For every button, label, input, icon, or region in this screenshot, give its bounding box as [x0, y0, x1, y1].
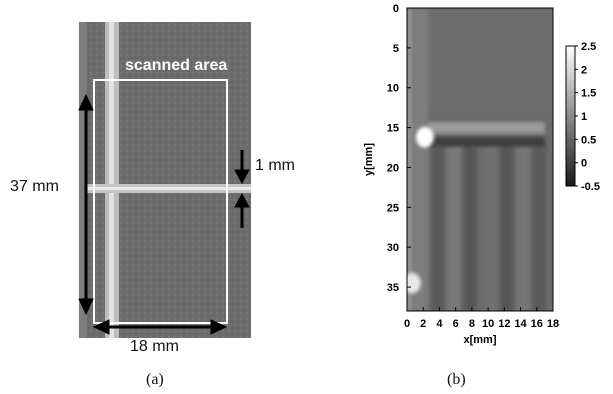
scanned-area-label: scanned area: [125, 57, 228, 74]
width-dimension-arrow: [92, 319, 228, 335]
heatmap-vertical-band: [410, 8, 429, 311]
colorbar-tick-label-0: 2.5: [581, 41, 596, 53]
colorbar-tick-label-4: 0.5: [581, 134, 596, 146]
heatmap-stripe-5: [516, 143, 530, 311]
x-tick-label-9: 18: [547, 318, 559, 330]
colorbar-tick-label-2: 1.5: [581, 88, 596, 100]
x-tick-label-2: 4: [436, 318, 443, 330]
heatmap-chart: 0 2 4 6 8 10 12 14 16 1805101520253035x[mm]y[mm]2…: [363, 3, 600, 346]
x-tick-label-4: 8: [469, 318, 475, 330]
scanned-area-frame: [93, 79, 228, 324]
sample-photo: [78, 22, 251, 338]
gap-dimension-arrows: [234, 150, 250, 228]
heatmap-hot-spot-3: [407, 272, 421, 294]
colorbar-tick-label-3: 1: [581, 111, 587, 123]
heatmap-stripe-4: [500, 143, 514, 311]
heatmap-horizontal-band: [423, 122, 545, 134]
x-tick-label-5: 10: [482, 318, 494, 330]
x-tick-label-6: 12: [498, 318, 510, 330]
heatmap-stripe-1: [447, 143, 461, 311]
height-dimension-arrow: [78, 93, 94, 316]
heatmap-upper-region: [423, 8, 553, 112]
caption-b: (b): [447, 371, 466, 388]
y-tick-label-5: 25: [387, 202, 399, 214]
colorbar: [565, 45, 576, 187]
x-tick-label-3: 6: [453, 318, 459, 330]
x-tick-label-1: 2: [420, 318, 426, 330]
y-tick-label-7: 35: [387, 282, 399, 294]
x-tick-label-8: 16: [531, 318, 543, 330]
y-tick-label-4: 20: [387, 162, 399, 174]
heatmap-hot-spot-2: [415, 126, 434, 148]
y-tick-label-6: 30: [387, 242, 399, 254]
caption-a: (a): [146, 371, 164, 388]
heatmap-stripe-3: [484, 143, 498, 311]
height-dimension-label: 37 mm: [10, 178, 59, 195]
y-tick-label-0: 0: [393, 3, 399, 15]
plot-frame: [406, 7, 554, 312]
heatmap-band-shadow: [423, 137, 545, 147]
width-dimension-label: 18 mm: [130, 338, 179, 355]
y-axis-label: y[mm]: [363, 143, 375, 176]
heatmap-stripe-6: [532, 143, 546, 311]
x-axis-label: x[mm]: [463, 334, 496, 346]
heatmap-left-edge: [407, 8, 412, 311]
heatmap-stripe-2: [463, 143, 477, 311]
heatmap-stripe-0: [431, 143, 445, 311]
y-tick-label-1: 5: [393, 43, 399, 55]
y-tick-label-2: 10: [387, 83, 399, 95]
colorbar-tick-label-1: 2: [581, 64, 587, 76]
colorbar-tick-label-5: 0: [581, 158, 587, 170]
x-tick-label-0: 0: [404, 318, 410, 330]
panel-b: 0 2 4 6 8 10 12 14 16 18 0 5 10 15 20 25 30 35 x[mm] y[mm] 2…: [300, 0, 613, 394]
panel-a: scanned area 37 mm 1 mm 18 mm (a): [0, 0, 300, 394]
heatmap-field: [407, 8, 553, 311]
x-tick-label-7: 14: [514, 318, 527, 330]
colorbar-tick-label-6: -0.5: [581, 181, 600, 193]
y-tick-label-3: 15: [387, 123, 399, 135]
gap-dimension-label: 1 mm: [255, 157, 295, 174]
